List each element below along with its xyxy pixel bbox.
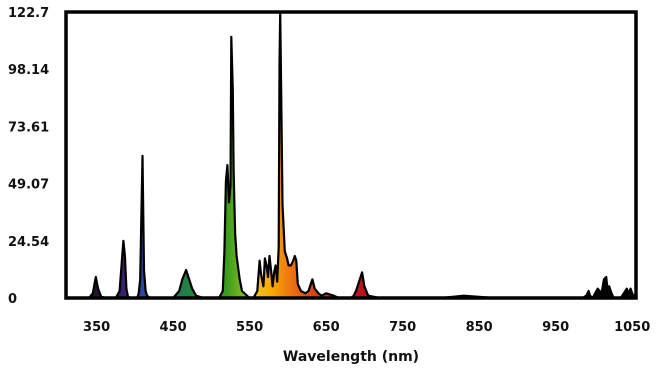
x-tick-label: 1050 xyxy=(614,320,650,335)
y-tick-label: 122.7 xyxy=(8,6,49,21)
y-tick-label: 73.61 xyxy=(8,120,49,135)
spectrum-line xyxy=(66,10,637,300)
x-tick-label: 950 xyxy=(542,320,569,335)
x-tick-label: 550 xyxy=(236,320,263,335)
plot-area xyxy=(66,10,637,300)
y-tick-label: 24.54 xyxy=(8,235,49,250)
x-tick-label: 850 xyxy=(466,320,493,335)
spectrum-area xyxy=(66,12,636,298)
x-tick-label: 350 xyxy=(83,320,110,335)
x-axis-label: Wavelength (nm) xyxy=(283,349,419,365)
y-tick-label: 49.07 xyxy=(8,178,49,193)
x-tick-label: 650 xyxy=(313,320,340,335)
x-tick-label: 750 xyxy=(389,320,416,335)
plot-frame xyxy=(64,10,638,300)
y-tick-label: 98.14 xyxy=(8,63,49,78)
y-tick-label: 0 xyxy=(8,292,17,307)
x-tick-label: 450 xyxy=(160,320,187,335)
x-axis-ticks: 350 450 550 650 750 850 950 1050 xyxy=(83,320,650,335)
y-axis-ticks: 0 24.54 49.07 73.61 98.14 122.7 xyxy=(8,6,49,307)
